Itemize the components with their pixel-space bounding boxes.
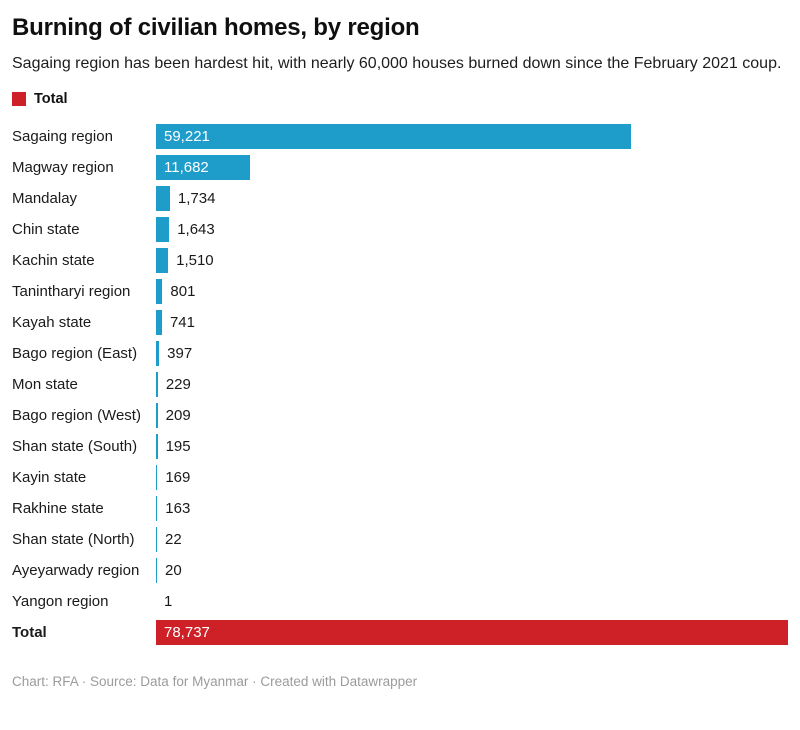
bar: 59,221 xyxy=(156,123,632,149)
bar xyxy=(156,495,158,521)
bar-value-label: 22 xyxy=(165,530,182,548)
bar-track: 163 xyxy=(156,495,788,521)
bar-track: 1,643 xyxy=(156,216,788,242)
row-label: Magway region xyxy=(12,158,114,176)
chart-row: Tanintharyi region 801 xyxy=(12,276,788,307)
row-label: Mandalay xyxy=(12,189,78,207)
bar-track: 22 xyxy=(156,526,788,552)
chart-row: Ayeyarwady region 20 xyxy=(12,555,788,586)
row-label: Chin state xyxy=(12,220,80,238)
legend-swatch-total xyxy=(12,91,26,106)
chart-row: Kachin state 1,510 xyxy=(12,245,788,276)
bar-value-label: 20 xyxy=(165,561,182,579)
chart-row: Mon state 229 xyxy=(12,369,788,400)
chart-row: Sagaing region 59,221 xyxy=(12,121,788,152)
bar-track: 741 xyxy=(156,309,788,335)
bar-track: 397 xyxy=(156,340,788,366)
bar-value-label: 1 xyxy=(164,592,173,610)
row-label: Kayah state xyxy=(12,313,92,331)
bar-value-label: 78,737 xyxy=(164,623,210,641)
chart-row: Bago region (West) 209 xyxy=(12,400,788,431)
chart-row: Rakhine state 163 xyxy=(12,493,788,524)
bar-track: 59,221 xyxy=(156,123,788,149)
row-label: Kayin state xyxy=(12,468,87,486)
bar-value-label: 11,682 xyxy=(164,158,209,176)
chart-row: Chin state 1,643 xyxy=(12,214,788,245)
bar-track: 11,682 xyxy=(156,154,788,180)
bar-value-label: 229 xyxy=(165,375,191,393)
bar xyxy=(156,526,157,552)
bar-value-label: 741 xyxy=(169,313,195,331)
row-label: Shan state (North) xyxy=(12,530,135,548)
bar-track: 1 xyxy=(156,589,788,614)
row-label: Bago region (East) xyxy=(12,344,138,362)
bar-track: 1,734 xyxy=(156,185,788,211)
legend-label: Total xyxy=(34,90,68,107)
chart-row: Kayah state 741 xyxy=(12,307,788,338)
page-title: Burning of civilian homes, by region xyxy=(12,14,420,41)
row-label: Tanintharyi region xyxy=(12,282,131,300)
bar-track: 229 xyxy=(156,371,788,397)
row-label: Total xyxy=(12,623,47,641)
bar-value-label: 1,510 xyxy=(176,251,214,269)
bar-value-label: 195 xyxy=(165,437,191,455)
bar xyxy=(156,557,157,583)
bar xyxy=(156,464,158,490)
row-label: Yangon region xyxy=(12,592,109,610)
bar xyxy=(156,216,170,242)
footer-attribution: Chart: RFA · Source: Data for Myanmar · … xyxy=(12,673,418,689)
row-label: Shan state (South) xyxy=(12,437,138,455)
bar-track: 20 xyxy=(156,557,788,583)
bar-chart: Sagaing region 59,221 Magway region 11,682 M… xyxy=(12,121,788,648)
bar xyxy=(156,278,163,304)
chart-row: Shan state (South) 195 xyxy=(12,431,788,462)
chart-row: Yangon region 1 xyxy=(12,586,788,617)
row-label: Bago region (West) xyxy=(12,406,141,424)
bar-track: 1,510 xyxy=(156,247,788,273)
row-label: Kachin state xyxy=(12,251,95,269)
bar xyxy=(156,371,158,397)
bar: 11,682 xyxy=(156,154,250,180)
bar-value-label: 1,734 xyxy=(177,189,216,207)
bar-value-label: 163 xyxy=(165,499,191,517)
legend: Total xyxy=(12,90,788,108)
bar xyxy=(156,309,162,335)
bar-value-label: 209 xyxy=(165,406,191,424)
bar xyxy=(156,247,169,273)
bar xyxy=(156,185,170,211)
chart-row: Shan state (North) 22 xyxy=(12,524,788,555)
row-label: Rakhine state xyxy=(12,499,104,517)
row-label: Ayeyarwady region xyxy=(12,561,140,579)
chart-row: Magway region 11,682 xyxy=(12,152,788,183)
chart-row: Kayin state 169 xyxy=(12,462,788,493)
chart-row: Bago region (East) 397 xyxy=(12,338,788,369)
total-bar: 78,737 xyxy=(156,619,788,645)
bar-value-label: 59,221 xyxy=(164,127,210,145)
bar-value-label: 397 xyxy=(167,344,193,362)
row-label: Mon state xyxy=(12,375,78,393)
bar-value-label: 1,643 xyxy=(177,220,215,238)
bar xyxy=(156,340,160,366)
chart-row: Mandalay 1,734 xyxy=(12,183,788,214)
bar-track: 78,737 xyxy=(156,619,788,645)
row-label: Sagaing region xyxy=(12,127,113,145)
chart-subtitle: Sagaing region has been hardest hit, wit… xyxy=(12,54,782,72)
bar-track: 195 xyxy=(156,433,788,459)
bar-value-label: 169 xyxy=(165,468,191,486)
bar xyxy=(156,402,158,428)
bar-track: 209 xyxy=(156,402,788,428)
bar-value-label: 801 xyxy=(170,282,196,300)
bar-track: 169 xyxy=(156,464,788,490)
bar xyxy=(156,433,158,459)
chart-row: Total 78,737 xyxy=(12,617,788,648)
bar-track: 801 xyxy=(156,278,788,304)
